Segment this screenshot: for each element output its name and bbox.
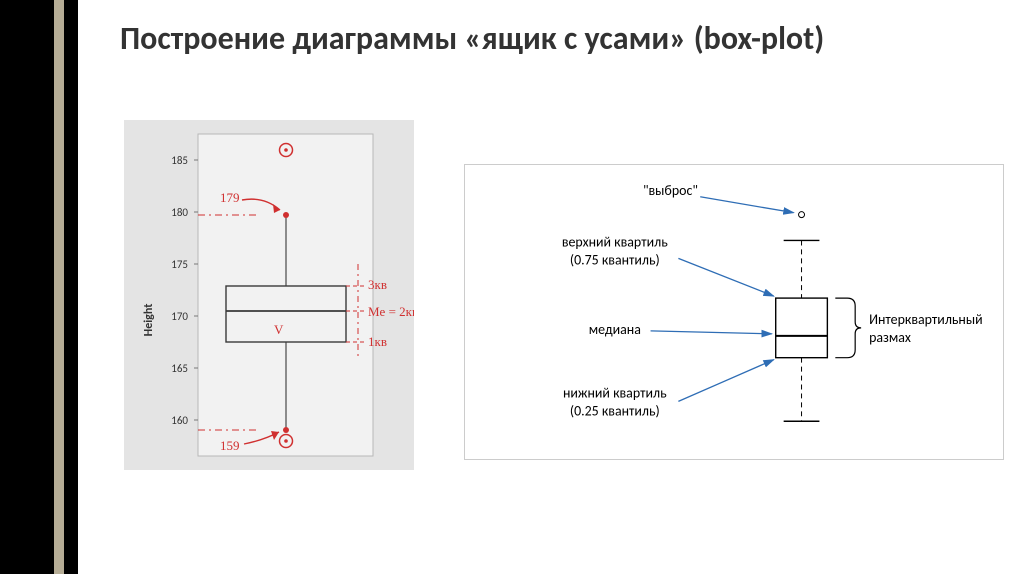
slide-rail	[0, 0, 78, 574]
tick-175: 175	[171, 258, 188, 271]
iqr-bracket	[835, 298, 861, 358]
left-boxplot-svg: 185 180 175 170 165 160 Height 179	[124, 120, 414, 470]
lower-whisker-cap	[283, 427, 289, 433]
label-outlier: "выброс"	[643, 182, 698, 199]
arrow-outlier	[700, 197, 793, 213]
tick-170: 170	[171, 310, 188, 323]
slide-title: Построение диаграммы «ящик с усами» (box…	[120, 20, 980, 58]
label-median: медиана	[589, 321, 641, 338]
arrow-lq	[678, 360, 773, 402]
y-axis: 185 180 175 170 165 160	[171, 154, 198, 427]
right-boxplot-panel: Интерквартильный размах "выброс" верхний…	[464, 164, 1004, 460]
anno-median: Me = 2кв	[368, 304, 414, 319]
label-uq-l2: (0.75 квантиль)	[570, 251, 660, 268]
label-iqr-l2: размах	[869, 329, 911, 346]
arrow-median	[651, 331, 772, 334]
arrow-uq	[678, 258, 773, 296]
upper-whisker-cap	[283, 212, 289, 218]
tick-185: 185	[171, 154, 188, 167]
anno-q1: 1кв	[368, 334, 387, 349]
slide-rail-accent	[54, 0, 64, 574]
anno-lower-whisk: 159	[220, 438, 240, 453]
tick-165: 165	[171, 362, 188, 375]
right-boxplot-svg: Интерквартильный размах "выброс" верхний…	[465, 165, 1003, 459]
anno-v: V	[274, 322, 284, 337]
schematic-box	[776, 212, 828, 422]
outlier-marker	[799, 212, 805, 218]
anno-upper-whisk: 179	[220, 190, 240, 205]
label-lq-l2: (0.25 квантиль)	[570, 402, 660, 419]
tick-160: 160	[171, 414, 188, 427]
tick-180: 180	[171, 206, 188, 219]
y-axis-label: Height	[142, 304, 156, 337]
label-iqr-l1: Интерквартильный	[869, 311, 983, 328]
left-boxplot-panel: 185 180 175 170 165 160 Height 179	[124, 120, 414, 470]
label-uq-l1: верхний квартиль	[562, 233, 668, 250]
label-lq-l1: нижний квартиль	[563, 384, 667, 401]
anno-q3: 3кв	[368, 277, 387, 292]
